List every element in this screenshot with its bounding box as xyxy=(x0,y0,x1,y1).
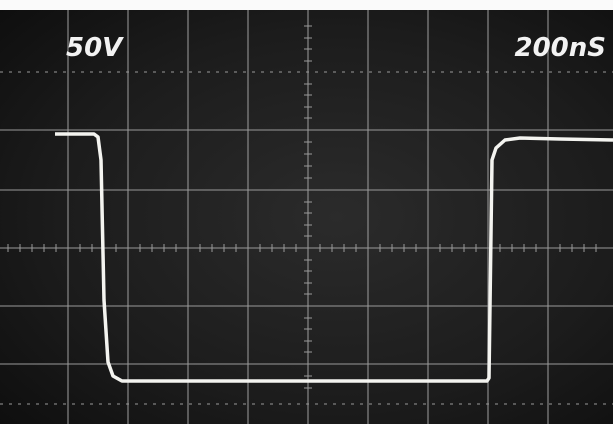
center-ticks xyxy=(7,25,597,389)
time-per-div-label: 200nS xyxy=(514,33,606,63)
volts-per-div-label: 50V xyxy=(66,33,124,63)
waveform-trace xyxy=(55,132,613,383)
